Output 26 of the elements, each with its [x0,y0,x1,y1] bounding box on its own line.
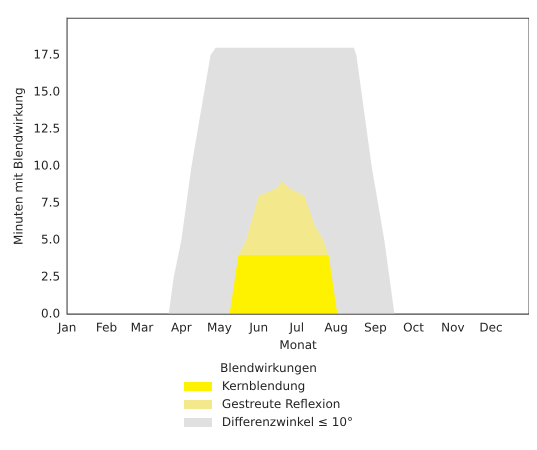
x-tick-label: Sep [364,320,387,335]
legend-label: Gestreute Reflexion [222,397,340,411]
x-tick-label: Nov [441,320,465,335]
y-tick-label: 17.5 [33,47,60,62]
y-axis-title: Minuten mit Blendwirkung [11,87,26,246]
x-tick-label: Jun [248,320,268,335]
y-tick-label: 7.5 [41,195,60,210]
x-axis-title: Monat [279,338,318,352]
x-tick-label: Dec [479,320,503,335]
x-tick-label: Mar [130,320,154,335]
x-tick-label: Feb [96,320,118,335]
y-tick-label: 15.0 [33,84,60,98]
y-tick-label: 10.0 [33,158,60,172]
x-tick-label: Aug [324,320,348,335]
x-tick-label: May [206,320,232,335]
legend-label: Kernblendung [222,379,306,393]
legend-label: Differenzwinkel ≤ 10° [222,415,354,429]
y-tick-label: 2.5 [41,269,60,284]
y-tick-label: 0.0 [41,306,60,320]
y-tick-label: 12.5 [33,121,60,136]
x-tick-label: Apr [170,320,192,335]
x-tick-label: Oct [403,320,424,335]
x-tick-label: Jul [288,320,304,335]
y-tick-label: 5.0 [41,232,60,246]
x-tick-label: Jan [56,320,76,335]
legend-title: Blendwirkungen [219,361,318,375]
